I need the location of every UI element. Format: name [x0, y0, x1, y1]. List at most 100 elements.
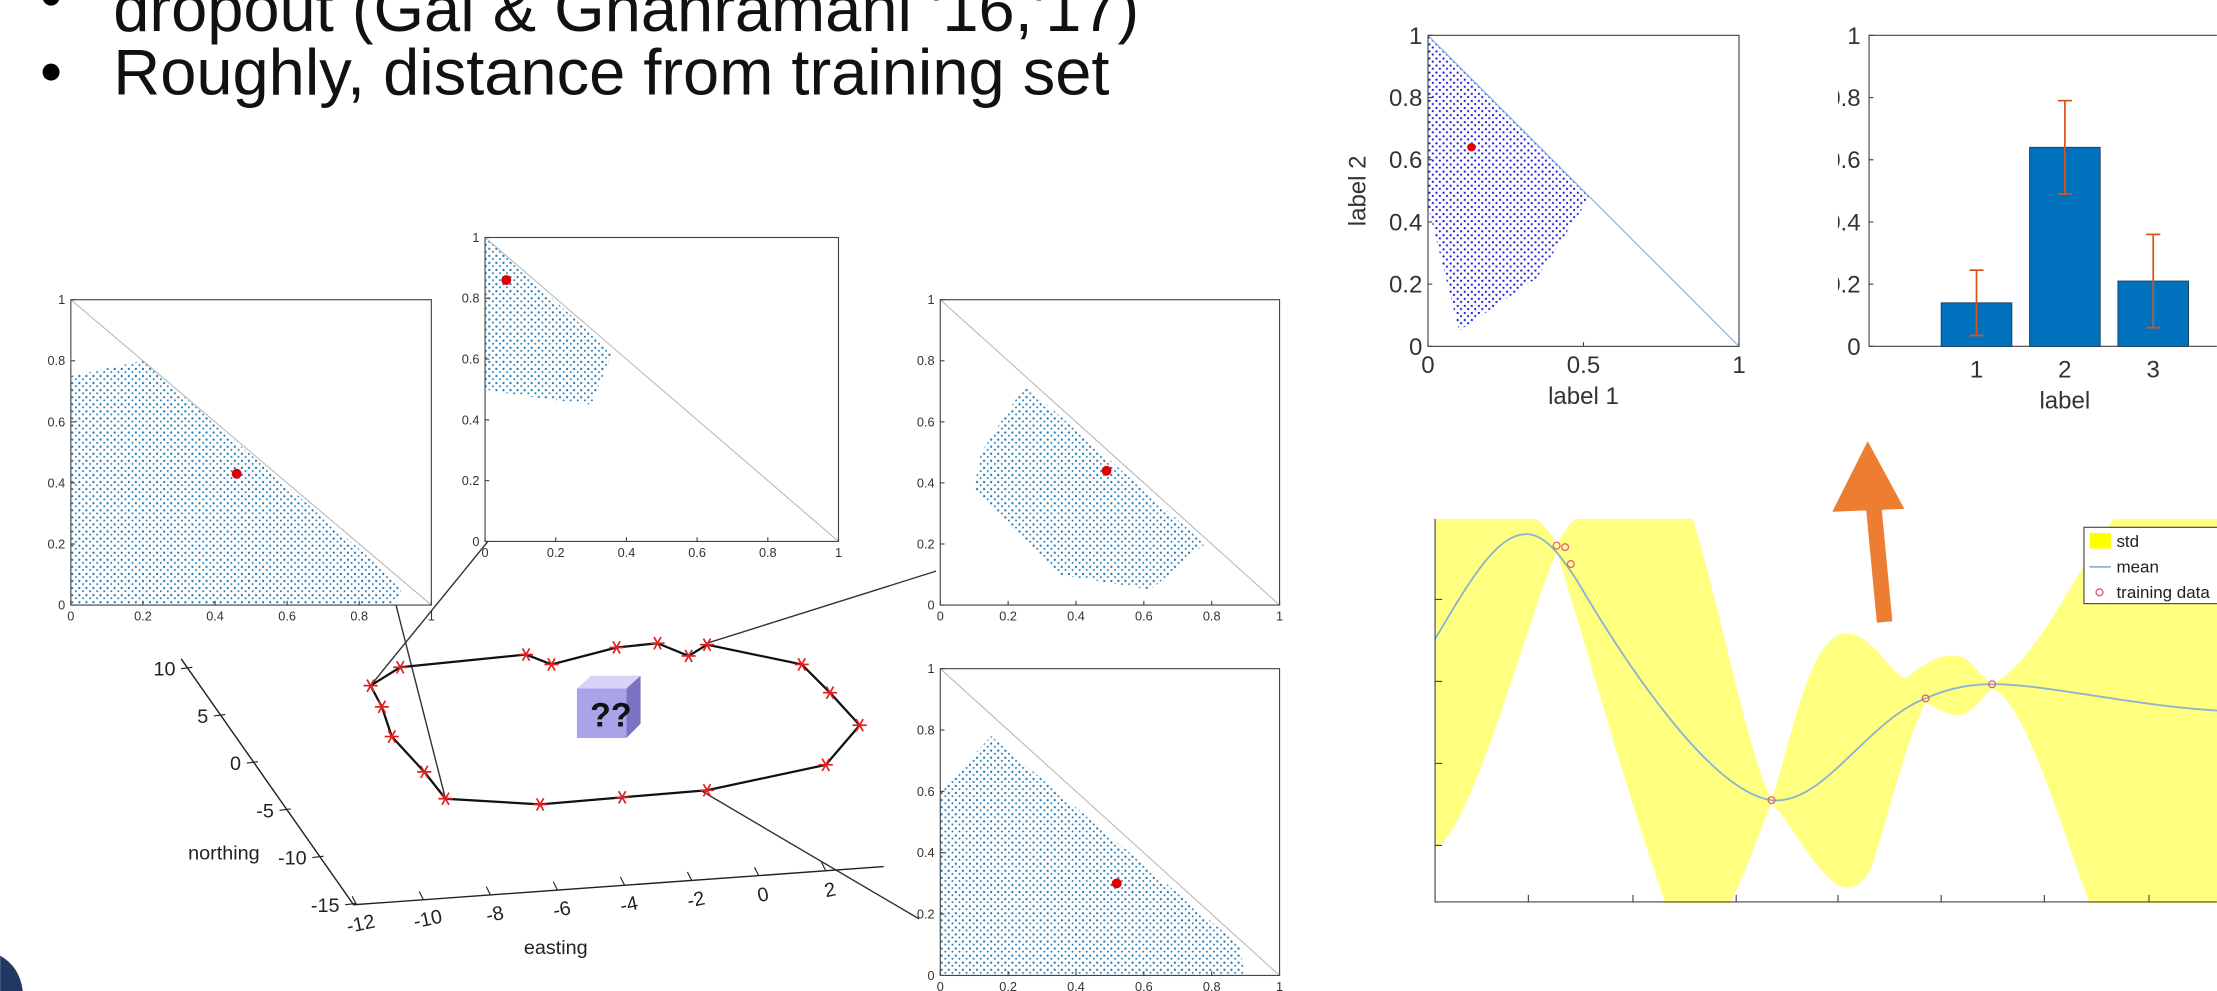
y-tick-label: 0.6	[917, 414, 935, 429]
x-tick-label: 3	[2147, 356, 2160, 383]
y-tick-label: 0.4	[462, 412, 480, 427]
highlight-point	[1101, 465, 1112, 476]
x-tick-label: 0.6	[1135, 609, 1153, 624]
y-tick-label: 0.4	[917, 845, 935, 860]
std-band	[1435, 518, 2217, 904]
x-tick-label: 0.4	[1067, 609, 1085, 624]
diagonal	[70, 299, 432, 606]
waypoint-star	[612, 640, 621, 655]
waypoint-star	[441, 792, 450, 806]
y-tick-label: 0.8	[1827, 85, 1860, 112]
y-tick-label: 1	[928, 292, 935, 307]
y-tick-label: 0.4	[1827, 209, 1860, 236]
point-cloud	[940, 736, 1246, 976]
x-tick-label: 1	[1970, 356, 1983, 383]
y-tick-label: 0.2	[1827, 272, 1860, 299]
x-tick-label: 0.6	[688, 545, 706, 560]
waypoint-star	[420, 765, 429, 779]
x-tick-label: 1	[428, 609, 435, 624]
x-tick-label: 2	[822, 879, 837, 903]
tick-mark	[312, 855, 324, 859]
diagonal	[484, 237, 839, 542]
x-tick-label: 0.4	[206, 609, 224, 624]
tick-mark	[246, 761, 259, 764]
y-tick-label: 1	[928, 661, 935, 676]
waypoint-star	[702, 638, 712, 652]
y-tick-label: 0	[928, 598, 935, 613]
training-points	[1552, 541, 1997, 805]
waypoint-star	[684, 649, 693, 663]
axis-label: northing	[188, 843, 259, 865]
waypoint-star	[821, 758, 831, 772]
tick-mark	[821, 862, 827, 872]
y-tick-label: 5	[197, 706, 208, 728]
axes-3d	[180, 658, 884, 906]
point-cloud	[70, 360, 403, 606]
x-tick-label: 0.2	[547, 545, 565, 560]
x-tick-label: 2	[2058, 356, 2071, 383]
y-tick-label: 0.2	[917, 536, 935, 551]
y-tick-label: 0.6	[917, 784, 935, 799]
y-tick-label: 10	[153, 659, 175, 681]
legend: std mean training data	[2083, 526, 2217, 605]
x-tick-label: 0.2	[999, 609, 1017, 624]
waypoint-star	[653, 636, 662, 650]
cube-top	[576, 675, 641, 689]
training-point	[1552, 541, 1561, 550]
y-tick-label: -10	[278, 848, 307, 870]
waypoint-star	[547, 657, 556, 671]
x-tick-label: 1	[835, 545, 842, 560]
waypoint-star	[395, 660, 405, 674]
cube-front	[576, 688, 627, 738]
x-tick-label: -2	[685, 888, 707, 913]
x-tick-label: 1	[1276, 979, 1283, 991]
y-tick-label: 1	[472, 230, 479, 245]
legend-label: mean	[2116, 558, 2158, 577]
bullet-dot	[43, 0, 60, 6]
x-tick-label: 0.2	[999, 979, 1017, 991]
tick-mark	[619, 876, 626, 886]
arrow-head	[1832, 441, 1905, 512]
tick-mark	[345, 902, 357, 906]
x-tick-label: 0	[937, 979, 944, 991]
scatter-plot: 0 0.2 0.4 0.6 0.8 1 0 0.2 0.4 0.6 0.8 1	[917, 661, 1283, 991]
bar-chart: 0 0.2 0.4 0.6 0.8 1 1 2 3 label	[1827, 23, 2217, 415]
training-point	[1767, 796, 1776, 805]
waypoint-star	[366, 679, 375, 693]
y-tick-label: 0.6	[48, 414, 66, 429]
y-tick-label: 0	[58, 598, 65, 613]
y-tick-label: 0	[230, 753, 241, 775]
waypoint-star	[387, 729, 397, 744]
connector	[702, 791, 920, 920]
tick-mark	[552, 881, 559, 891]
tick-mark	[213, 713, 226, 717]
x-tick-label: 0	[67, 609, 74, 624]
legend-swatch	[2095, 588, 2104, 597]
arrow	[1832, 441, 1905, 623]
waypoint-star	[617, 790, 627, 804]
waypoint-star	[855, 718, 864, 732]
y-tick-label: 0	[928, 968, 935, 983]
y-tick-label: 0.4	[1389, 209, 1422, 236]
diagonal	[939, 668, 1280, 976]
tick-mark	[351, 896, 357, 906]
training-point	[1566, 560, 1575, 569]
x-tick-label: 0.4	[618, 545, 636, 560]
y-tick-label: 0	[472, 534, 479, 549]
y-tick-label: -15	[311, 895, 340, 917]
y-tick-label: 1	[58, 292, 65, 307]
y-tick-label: 0.4	[48, 475, 66, 490]
x-tick-label: 0.6	[1135, 979, 1153, 991]
x-tick-label: 1	[1732, 352, 1745, 379]
x-tick-label: -6	[551, 897, 573, 922]
highlight-point	[1111, 878, 1122, 889]
tick-mark	[686, 871, 693, 881]
y-tick-label: 0.8	[917, 353, 935, 368]
x-tick-label: -8	[484, 902, 506, 927]
point-cloud	[1427, 35, 1590, 331]
point-cloud	[974, 385, 1205, 590]
y-tick-label: 1	[1847, 23, 1860, 50]
point-cloud	[485, 237, 613, 405]
x-tick-label: 1	[1276, 609, 1283, 624]
